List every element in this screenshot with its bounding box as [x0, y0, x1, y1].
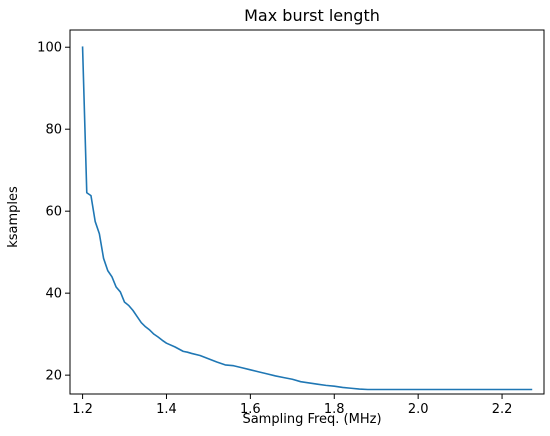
plot-area — [81, 46, 533, 391]
axis-ticks: 1.2 1.4 1.6 1.8 2.0 2.2 20 40 60 80 100 — [37, 41, 512, 417]
x-tick-label: 1.8 — [324, 402, 345, 417]
x-tick-label: 2.2 — [492, 402, 513, 417]
x-axis-label: Sampling Freq. (MHz) — [242, 412, 381, 427]
y-tick-label: 60 — [45, 205, 62, 220]
x-tick-label: 1.6 — [240, 402, 261, 417]
series-line — [81, 46, 533, 391]
chart-title: Max burst length — [244, 6, 380, 25]
y-tick-label: 20 — [45, 369, 62, 384]
x-tick-label: 1.2 — [72, 402, 93, 417]
x-tick-label: 1.4 — [156, 402, 177, 417]
y-axis-label: ksamples — [6, 186, 21, 248]
x-tick-label: 2.0 — [408, 402, 429, 417]
y-tick-label: 80 — [45, 123, 62, 138]
y-tick-label: 100 — [37, 41, 62, 56]
y-tick-label: 40 — [45, 287, 62, 302]
plot-frame — [69, 29, 545, 395]
